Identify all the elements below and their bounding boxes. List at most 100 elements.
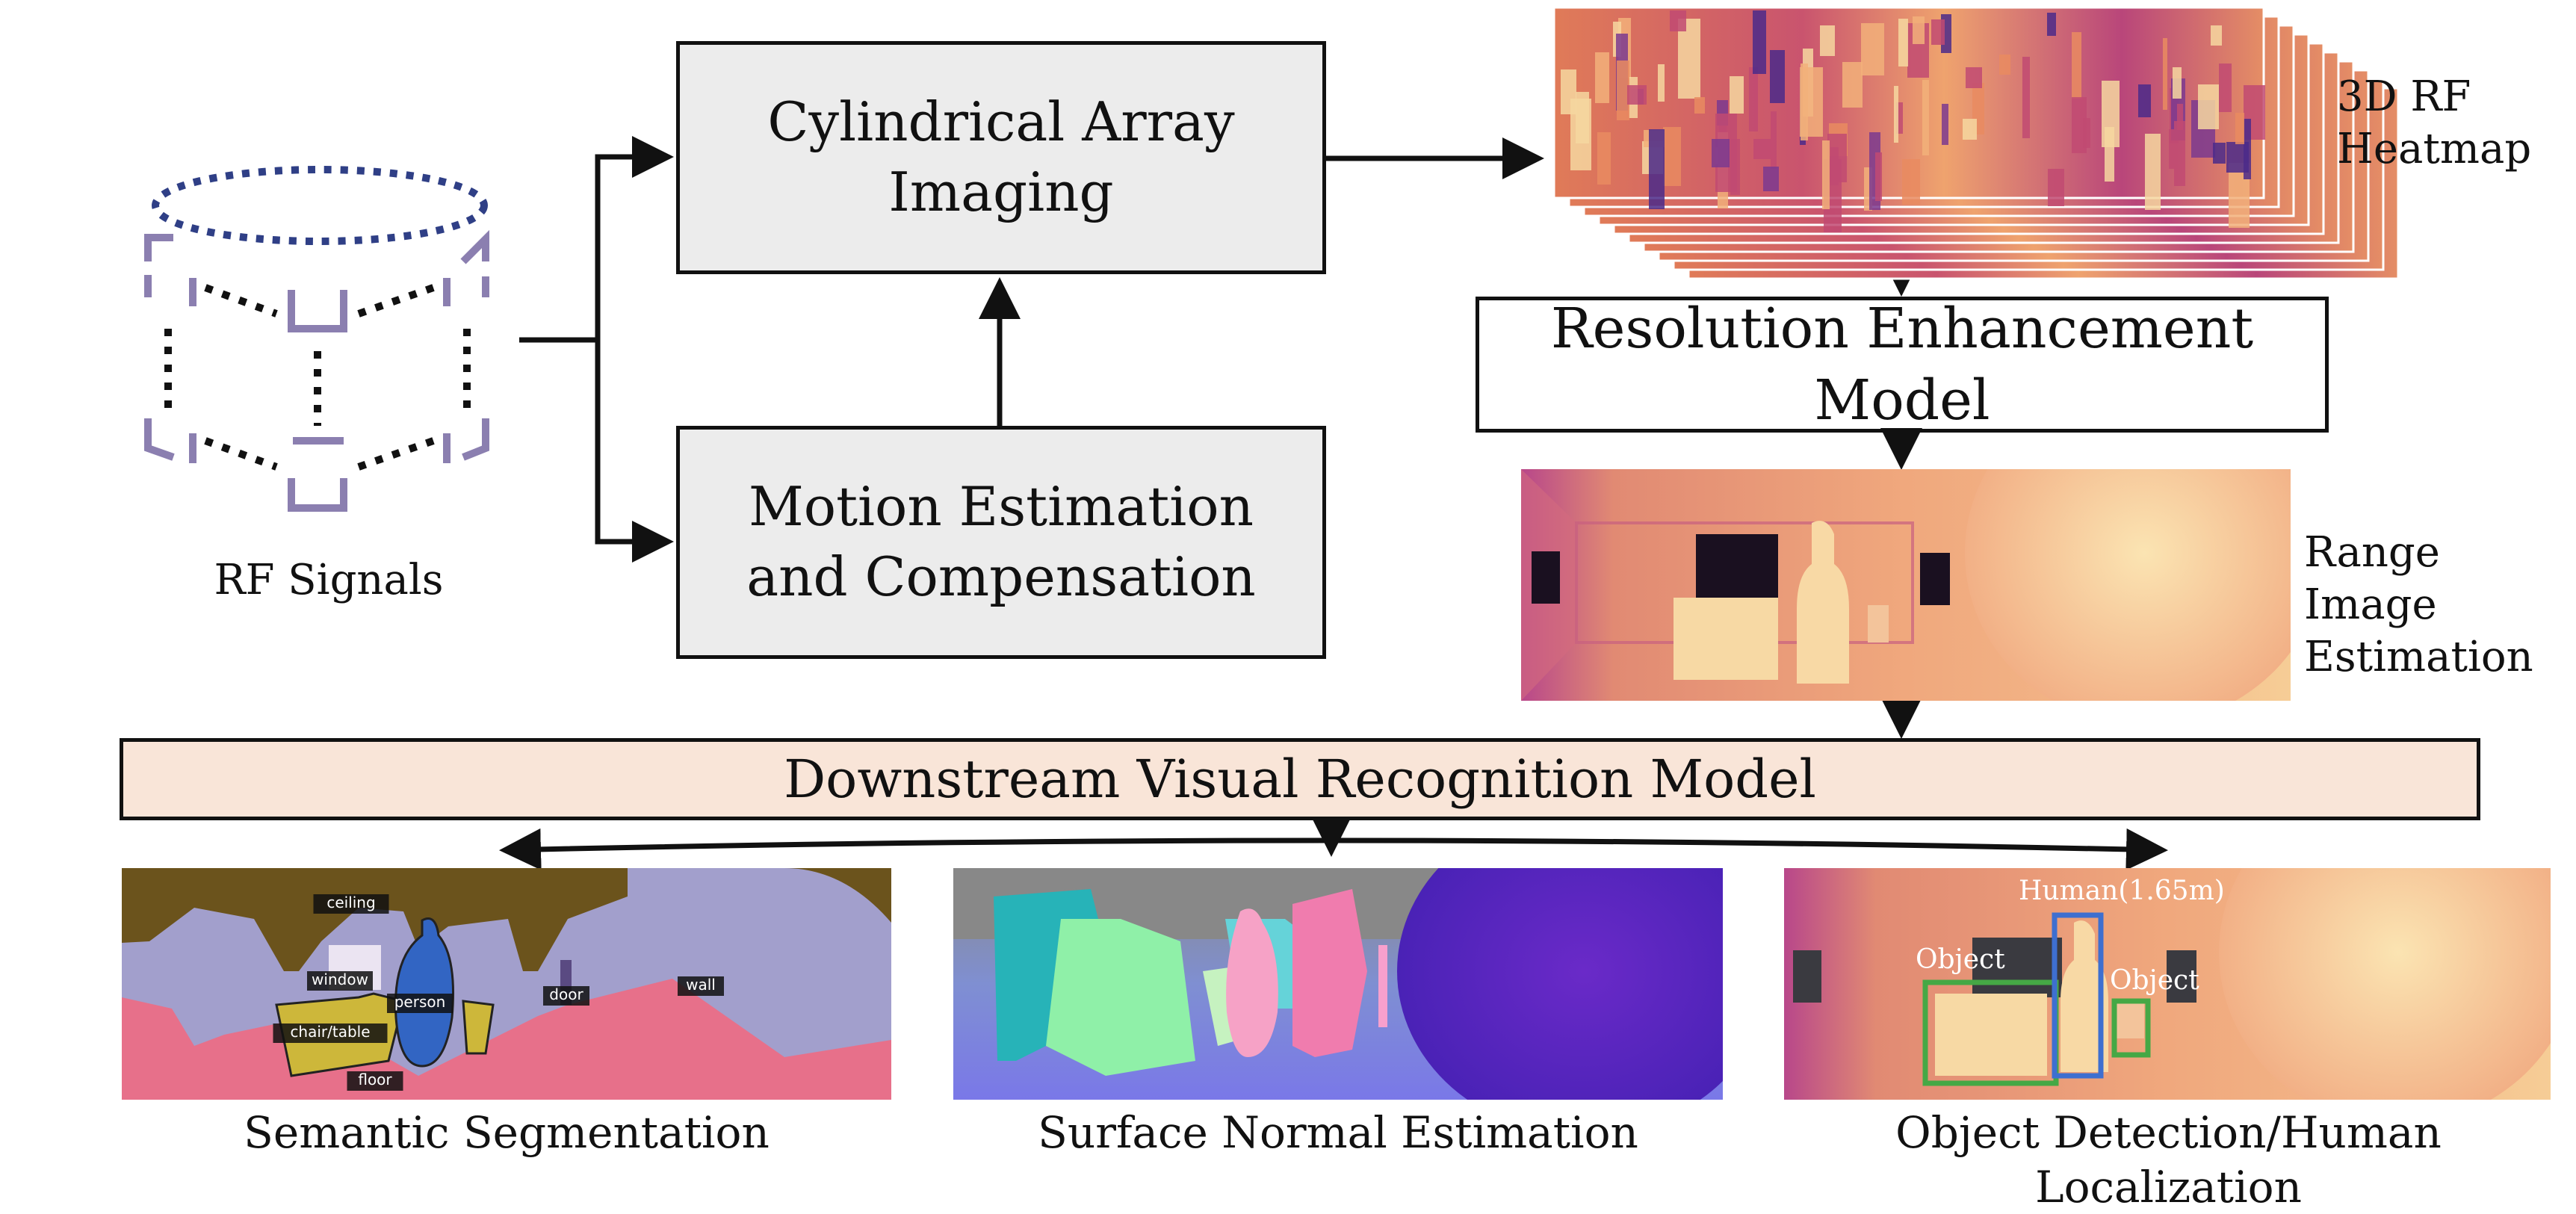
arrow-to-segmentation	[499, 828, 1332, 870]
motion-estimation-block: Motion Estimation and Compensation	[676, 426, 1326, 659]
segmentation-tag: floor	[358, 1071, 392, 1088]
segmentation-tag-bg	[387, 994, 453, 1013]
heatmap-streak	[2226, 142, 2249, 173]
antenna-element	[144, 234, 173, 261]
heatmap-streak	[2169, 129, 2174, 169]
segmentation-tags: ceiling window person chair/table door wall fl…	[273, 894, 724, 1091]
heatmap-streak	[2213, 143, 2226, 164]
segmentation-tag-bg	[543, 986, 589, 1006]
heatmap-streak	[2198, 84, 2219, 129]
heatmap-streak	[2138, 84, 2151, 117]
heatmap-streak	[1942, 104, 1948, 145]
segmentation-caption: Semantic Segmentation	[244, 1107, 770, 1158]
antenna-link	[204, 437, 278, 471]
segmentation-tag-bg	[678, 976, 724, 996]
heatmap-streak	[1763, 167, 1779, 191]
heatmap-streak	[2163, 38, 2167, 110]
human-box	[2052, 912, 2104, 1079]
heatmap-streak	[2219, 64, 2232, 112]
range-image	[1521, 469, 2291, 701]
heatmap-streak	[2173, 67, 2182, 99]
heatmap-streak	[1749, 67, 1758, 131]
heatmap-streak	[2211, 25, 2222, 46]
surface-normal-map	[953, 868, 1723, 1100]
heatmap-streak	[1999, 55, 2010, 75]
downstream-model-label: Downstream Visual Recognition Model	[784, 748, 1816, 810]
heatmap-streak	[2072, 97, 2087, 153]
heatmap-streak	[1694, 97, 1705, 114]
segmentation-tag: chair/table	[290, 1023, 370, 1041]
heatmap-streak	[1753, 10, 1766, 74]
heatmap-streak	[1770, 50, 1785, 103]
object-box-label: Object	[1916, 944, 2005, 975]
heatmap-streak	[2145, 134, 2161, 210]
heatmap-streak	[1617, 61, 1629, 120]
surface-normal-caption: Surface Normal Estimation	[1038, 1107, 1638, 1158]
heatmap-streak	[1861, 23, 1884, 75]
heatmap-streak	[2072, 32, 2081, 99]
detection-map	[1784, 868, 2551, 1100]
rf-signals-label: RF Signals	[214, 556, 444, 604]
heatmap-label: 3D RF Heatmap	[2337, 72, 2532, 173]
segmentation-tag: person	[394, 993, 446, 1011]
segmentation-tag: window	[312, 970, 368, 988]
heatmap-streak	[1894, 86, 1898, 143]
antenna-link	[357, 437, 435, 471]
heatmap-streak	[1576, 92, 1589, 143]
heatmap-streak	[1670, 10, 1686, 31]
antenna-ring-ellipse	[152, 166, 488, 245]
heatmap-streak	[1730, 76, 1744, 114]
heatmap-streak	[1597, 132, 1611, 185]
heatmap-streak	[1820, 25, 1835, 56]
downstream-model-block: Downstream Visual Recognition Model	[120, 738, 2480, 820]
heatmap-streak	[1678, 19, 1700, 99]
heatmap-streak	[2047, 13, 2056, 36]
object-box	[2111, 998, 2151, 1058]
antenna-element	[288, 478, 347, 512]
heatmap-streak	[2174, 121, 2185, 186]
heatmap-streak	[1896, 102, 1903, 134]
heatmap-streak	[1649, 129, 1665, 209]
arrow-to-cylindrical-imaging	[595, 136, 674, 340]
heatmap-streak	[1730, 139, 1740, 195]
heatmap-streak	[1753, 139, 1771, 159]
segmentation-tag-bg	[273, 1023, 388, 1043]
heatmap-streak	[1800, 67, 1823, 137]
pipeline-diagram: ceiling window person chair/table door wall fl…	[122, 6, 2551, 1100]
resolution-enhancement-label: Resolution Enhancement Model	[1550, 296, 2254, 433]
segmentation-tag-bg	[347, 1071, 403, 1091]
heatmap-streak	[1902, 159, 1920, 205]
heatmap-streak	[1966, 67, 1982, 88]
heatmap-streak	[2102, 81, 2120, 147]
segmentation-tag: door	[549, 985, 583, 1003]
arrow-to-detection	[1331, 828, 2168, 870]
antenna-link	[357, 284, 435, 318]
heatmap-streak	[2177, 104, 2183, 130]
rf-heatmap-stack	[1552, 6, 2400, 280]
heatmap-streak	[1658, 64, 1665, 102]
heatmap-streak	[1864, 167, 1872, 211]
heatmap-streak	[1931, 19, 1945, 45]
segmentation-tag-bg	[313, 894, 389, 914]
heatmap-streak	[1913, 16, 1925, 44]
segmentation-tag: ceiling	[326, 894, 375, 911]
heatmap-streak	[1822, 140, 1830, 209]
motion-estimation-label: Motion Estimation and Compensation	[746, 475, 1256, 608]
heatmap-streak	[1963, 119, 1977, 140]
heatmap-streak	[1627, 85, 1647, 105]
rf-antenna-array	[144, 166, 489, 512]
heatmap-streak	[1595, 52, 1609, 103]
heatmap-streak	[1712, 139, 1730, 167]
cylindrical-imaging-label: Cylindrical Array Imaging	[767, 90, 1235, 223]
range-image-label: Range Image Estimation	[2304, 528, 2533, 681]
heatmap-streak	[1842, 62, 1863, 108]
arrow-to-motion-estimation	[595, 340, 674, 563]
detection-caption: Object Detection/Human Localization	[1895, 1107, 2442, 1213]
resolution-enhancement-block: Resolution Enhancement Model	[1476, 297, 2329, 433]
heatmap-streak	[1922, 80, 1929, 155]
object-box-label: Object	[2110, 965, 2199, 996]
heatmap-streak	[2048, 169, 2064, 206]
heatmap-streak	[1771, 111, 1777, 169]
antenna-element	[460, 229, 489, 264]
human-box-label: Human(1.65m)	[2019, 876, 2225, 906]
